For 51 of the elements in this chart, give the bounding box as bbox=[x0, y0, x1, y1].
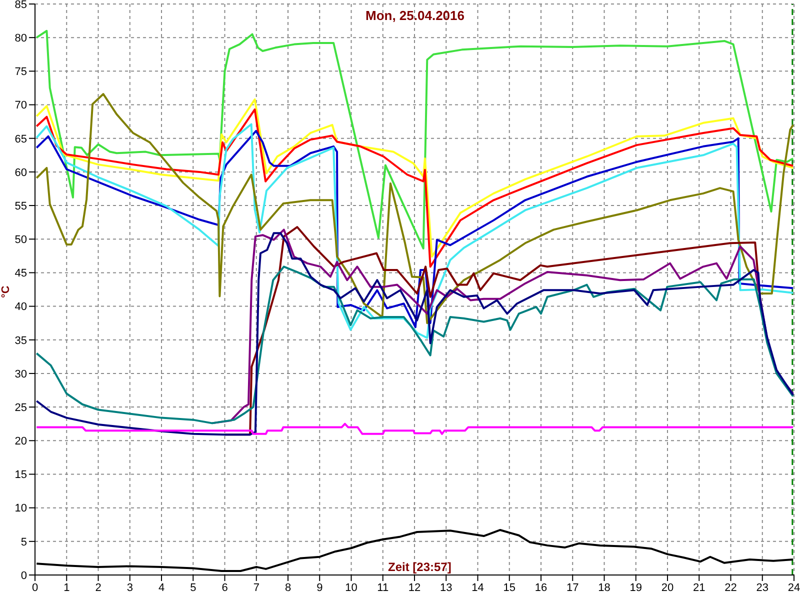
x-axis-title: Zeit [23:57] bbox=[388, 560, 452, 574]
y-tick-label: 35 bbox=[14, 334, 27, 347]
y-tick-label: 50 bbox=[14, 234, 27, 246]
x-tick-label: 14 bbox=[472, 582, 484, 594]
chart-title: Mon, 25.04.2016 bbox=[364, 8, 466, 23]
x-tick-label: 19 bbox=[630, 582, 642, 594]
x-tick-label: 21 bbox=[693, 582, 706, 594]
line-series bbox=[36, 93, 794, 324]
y-tick-label: 25 bbox=[14, 402, 27, 414]
x-tick-label: 15 bbox=[503, 582, 516, 594]
y-tick-label: 15 bbox=[14, 469, 27, 482]
x-tick-label: 3 bbox=[126, 582, 133, 594]
line-series bbox=[36, 232, 794, 436]
x-tick-label: 8 bbox=[284, 582, 292, 594]
line-series bbox=[36, 266, 794, 424]
x-tick-label: 23 bbox=[756, 582, 768, 594]
x-tick-label: 4 bbox=[158, 582, 165, 594]
y-tick-label: 20 bbox=[14, 436, 27, 448]
x-tick-label: 24 bbox=[788, 582, 800, 594]
x-tick-label: 2 bbox=[95, 582, 102, 594]
y-tick-label: 70 bbox=[14, 100, 27, 112]
y-tick-label: 5 bbox=[20, 536, 27, 548]
line-series bbox=[36, 30, 794, 250]
y-tick-label: 0 bbox=[20, 570, 27, 582]
x-tick-label: 12 bbox=[408, 582, 421, 594]
y-tick-label: 45 bbox=[14, 268, 27, 280]
x-tick-label: 13 bbox=[440, 582, 452, 594]
x-tick-label: 6 bbox=[222, 582, 228, 594]
y-tick-label: 60 bbox=[14, 166, 27, 179]
y-tick-label: 30 bbox=[14, 368, 27, 380]
x-tick-label: 16 bbox=[534, 582, 548, 594]
x-tick-label: 9 bbox=[316, 582, 323, 594]
y-axis-title: °C bbox=[0, 284, 13, 298]
x-tick-label: 20 bbox=[661, 582, 674, 594]
line-series bbox=[36, 422, 794, 435]
y-tick-label: 85 bbox=[14, 0, 27, 11]
y-tick-label: 10 bbox=[14, 502, 27, 515]
x-tick-label: 11 bbox=[377, 582, 389, 594]
y-tick-label: 65 bbox=[14, 133, 27, 146]
x-tick-label: 7 bbox=[253, 582, 260, 594]
x-tick-label: 22 bbox=[724, 582, 737, 594]
y-tick-label: 55 bbox=[14, 200, 27, 212]
x-tick-label: 10 bbox=[345, 582, 358, 594]
x-tick-label: 18 bbox=[598, 582, 610, 594]
x-tick-label: 0 bbox=[32, 582, 38, 594]
x-tick-label: 1 bbox=[64, 582, 70, 594]
x-tick-label: 17 bbox=[566, 582, 579, 594]
y-tick-label: 75 bbox=[14, 66, 27, 78]
y-tick-label: 40 bbox=[14, 301, 27, 314]
x-tick-label: 5 bbox=[190, 582, 196, 594]
y-tick-label: 80 bbox=[14, 32, 27, 44]
